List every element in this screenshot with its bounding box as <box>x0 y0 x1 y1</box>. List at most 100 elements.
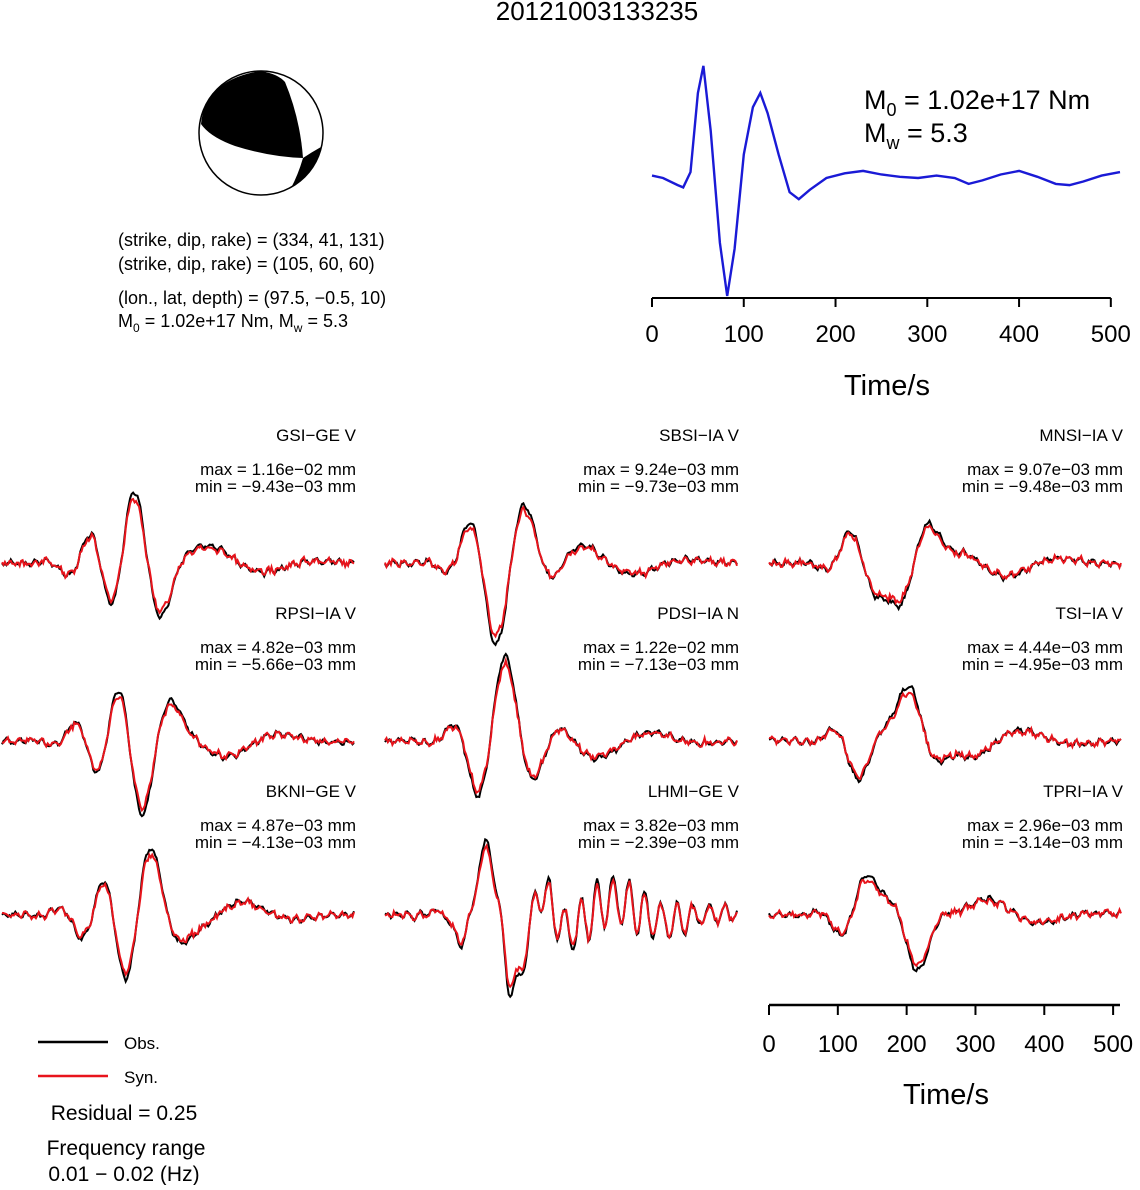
residual-label: Residual = 0.25 <box>51 1102 198 1125</box>
focal-plane-1: (strike, dip, rake) = (334, 41, 131) <box>118 230 385 250</box>
station-min: min = −9.73e−03 mm <box>578 477 739 496</box>
waveform-x-tick-label: 200 <box>887 1031 927 1058</box>
stf-m0-prefix: M <box>864 85 887 115</box>
focal-mw-value: = 5.3 <box>302 311 348 331</box>
beachball-compression-quadrant-1 <box>201 71 303 158</box>
stf-xlabel: Time/s <box>844 370 930 402</box>
observed-trace <box>768 685 1122 784</box>
stf-series-line <box>651 65 1121 297</box>
synthetic-trace <box>384 656 738 795</box>
observed-trace <box>1 848 355 985</box>
station-name: GSI−GE V <box>276 426 356 445</box>
stf-x-tick-label: 0 <box>645 321 658 348</box>
synthetic-trace <box>384 843 738 989</box>
station-name: BKNI−GE V <box>266 782 357 801</box>
station-min: min = −9.43e−03 mm <box>195 477 356 496</box>
station-min: min = −7.13e−03 mm <box>578 655 739 674</box>
station-name: RPSI−IA V <box>275 604 356 623</box>
focal-moment: M0 = 1.02e+17 Nm, Mw = 5.3 <box>118 311 348 335</box>
station-max: max = 9.07e−03 mm <box>967 460 1123 479</box>
frequency-range-title: Frequency range <box>47 1137 206 1160</box>
stf-x-tick-label: 500 <box>1091 321 1131 348</box>
synthetic-trace <box>768 691 1122 781</box>
focal-info: (strike, dip, rake) = (334, 41, 131) (st… <box>118 230 386 335</box>
observed-trace <box>768 875 1122 973</box>
station-min: min = −4.13e−03 mm <box>195 833 356 852</box>
focal-location: (lon., lat, depth) = (97.5, −0.5, 10) <box>118 288 386 308</box>
synthetic-trace <box>1 497 355 615</box>
legend: Obs. Syn. Residual = 0.25 Frequency rang… <box>38 1034 206 1186</box>
synthetic-trace <box>1 852 355 978</box>
station-name: TPRI−IA V <box>1043 782 1123 801</box>
stf-x-tick-label: 400 <box>999 321 1039 348</box>
station-max: max = 2.96e−03 mm <box>967 816 1123 835</box>
focal-plane-2: (strike, dip, rake) = (105, 60, 60) <box>118 254 375 274</box>
stf-x-tick-label: 200 <box>816 321 856 348</box>
beachball <box>198 70 324 196</box>
waveform-xlabel: Time/s <box>903 1079 989 1111</box>
stf-mw-prefix: M <box>864 118 887 148</box>
station-min: min = −9.48e−03 mm <box>962 477 1123 496</box>
waveform-x-tick-label: 0 <box>762 1031 775 1058</box>
synthetic-trace <box>1 696 355 813</box>
stf-x-tick-label: 100 <box>724 321 764 348</box>
focal-m0-value: = 1.02e+17 Nm, M <box>140 311 294 331</box>
waveform-x-tick-label: 500 <box>1093 1031 1133 1058</box>
legend-synthetic-label: Syn. <box>124 1068 158 1087</box>
focal-m0-prefix: M <box>118 311 133 331</box>
station-max: max = 4.44e−03 mm <box>967 638 1123 657</box>
observed-trace <box>384 501 738 647</box>
observed-trace <box>768 518 1122 612</box>
source-time-function-panel: M0 = 1.02e+17 Nm Mw = 5.3 Time/s 0 100 200… <box>645 65 1131 402</box>
station-name: SBSI−IA V <box>659 426 740 445</box>
station-name: MNSI−IA V <box>1039 426 1123 445</box>
stf-m0-sub: 0 <box>887 100 897 120</box>
stf-moment-label: M0 = 1.02e+17 Nm <box>864 85 1090 120</box>
station-max: max = 1.16e−02 mm <box>200 460 356 479</box>
focal-m0-sub: 0 <box>133 321 140 335</box>
stf-mw-sub: w <box>886 133 901 153</box>
beachball-compression-quadrant-2 <box>291 147 321 188</box>
station-max: max = 4.82e−03 mm <box>200 638 356 657</box>
observed-trace <box>1 491 355 621</box>
station-name: TSI−IA V <box>1055 604 1123 623</box>
observed-trace <box>384 652 738 799</box>
stf-mw-value: = 5.3 <box>900 118 968 148</box>
legend-observed-label: Obs. <box>124 1034 160 1053</box>
station-name: LHMI−GE V <box>648 782 740 801</box>
waveform-x-tick-label: 300 <box>955 1031 995 1058</box>
stf-mw-label: Mw = 5.3 <box>864 118 968 153</box>
station-max: max = 3.82e−03 mm <box>583 816 739 835</box>
station-min: min = −4.95e−03 mm <box>962 655 1123 674</box>
station-name: PDSI−IA N <box>657 604 739 623</box>
frequency-range-value: 0.01 − 0.02 (Hz) <box>48 1163 199 1185</box>
station-min: min = −2.39e−03 mm <box>578 833 739 852</box>
synthetic-trace <box>384 505 738 639</box>
station-max: max = 4.87e−03 mm <box>200 816 356 835</box>
stf-x-tick-label: 300 <box>907 321 947 348</box>
station-max: max = 9.24e−03 mm <box>583 460 739 479</box>
stf-m0-value: = 1.02e+17 Nm <box>897 85 1091 115</box>
synthetic-trace <box>768 878 1122 968</box>
synthetic-trace <box>768 524 1122 606</box>
station-max: max = 1.22e−02 mm <box>583 638 739 657</box>
waveform-time-axis: Time/s 0 100 200 300 400 500 <box>762 1003 1133 1111</box>
waveform-x-tick-label: 400 <box>1024 1031 1064 1058</box>
station-min: min = −3.14e−03 mm <box>962 833 1123 852</box>
waveform-x-tick-label: 100 <box>818 1031 858 1058</box>
station-min: min = −5.66e−03 mm <box>195 655 356 674</box>
figure-title: 20121003133235 <box>496 0 698 26</box>
focal-mw-sub: w <box>293 321 303 335</box>
